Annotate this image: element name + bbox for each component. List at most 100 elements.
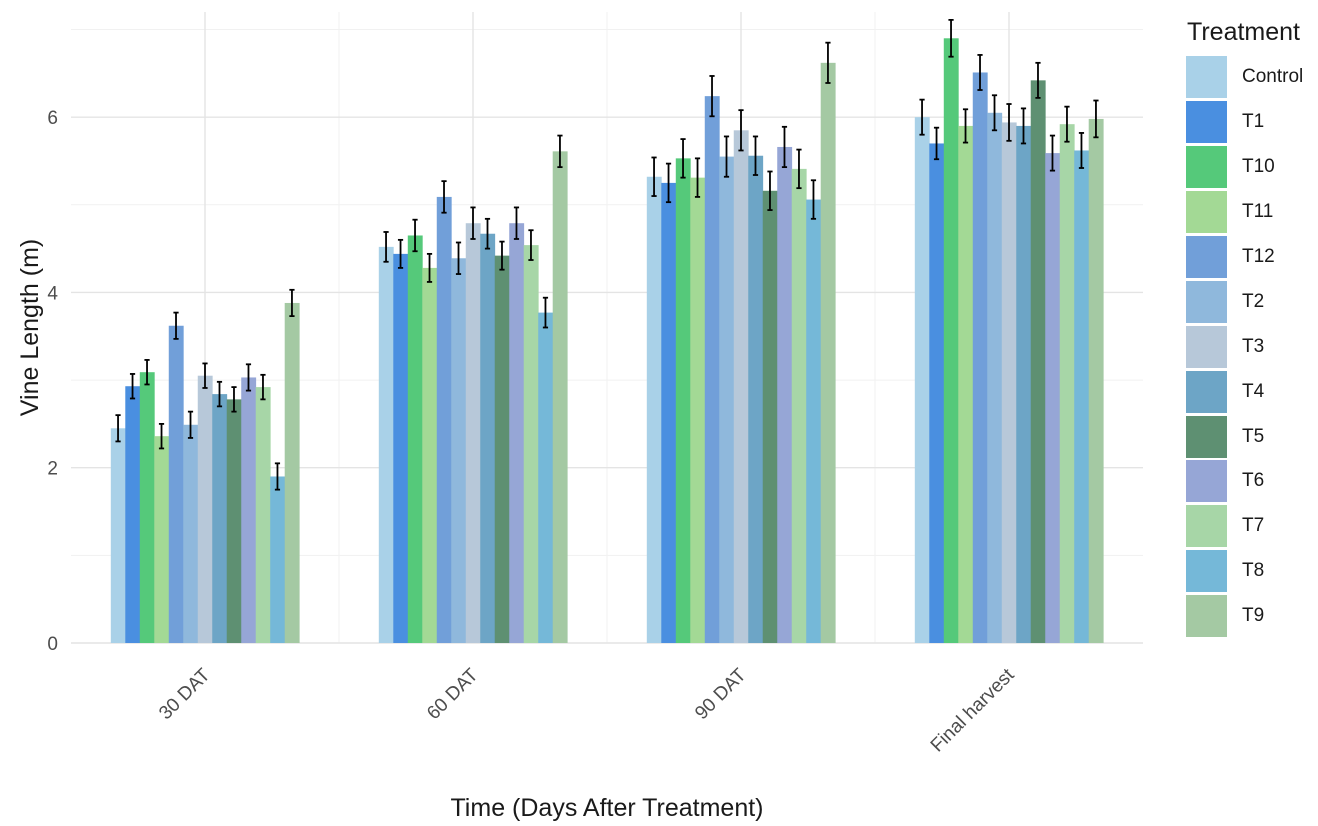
legend-label: T3 xyxy=(1242,335,1265,357)
bar xyxy=(762,190,778,644)
legend-item: T4 xyxy=(1186,369,1303,414)
legend-label: T4 xyxy=(1242,380,1265,402)
bar xyxy=(958,125,974,644)
bar xyxy=(168,325,184,643)
bar xyxy=(110,428,126,643)
bar xyxy=(1001,122,1017,644)
legend-label: T7 xyxy=(1242,515,1265,537)
legend-item: T7 xyxy=(1186,504,1303,549)
legend-key xyxy=(1186,595,1227,638)
legend-item: T8 xyxy=(1186,549,1303,594)
legend-item: T12 xyxy=(1186,235,1303,280)
bar xyxy=(378,246,394,643)
legend: Treatment Control T1 T10 T11 T12 T2 T3 T4 T5 T6 T7… xyxy=(1186,18,1303,639)
x-tick-label: 90 DAT xyxy=(691,664,751,724)
bar xyxy=(972,72,988,644)
bar xyxy=(661,182,677,644)
legend-key xyxy=(1186,191,1227,234)
bar xyxy=(226,399,242,643)
legend-label: T12 xyxy=(1242,246,1275,267)
legend-key xyxy=(1186,101,1227,144)
bar xyxy=(255,387,271,643)
legend-key xyxy=(1186,146,1227,189)
bar xyxy=(125,386,141,643)
legend-label: T9 xyxy=(1242,605,1265,627)
legend-key xyxy=(1186,370,1227,413)
y-axis-title: Vine Length (m) xyxy=(16,239,44,416)
bar xyxy=(465,223,481,643)
legend-item: T6 xyxy=(1186,459,1303,504)
bar xyxy=(393,253,409,643)
bar xyxy=(241,377,257,643)
legend-label: T5 xyxy=(1242,425,1265,447)
bar xyxy=(690,177,706,643)
bar xyxy=(552,151,568,644)
legend-items: Control T1 T10 T11 T12 T2 T3 T4 T5 T6 T7 T8 T9 xyxy=(1186,55,1303,639)
bar xyxy=(284,302,300,643)
bar xyxy=(270,476,286,643)
legend-item: Control xyxy=(1186,55,1303,100)
legend-key xyxy=(1186,550,1227,593)
bar xyxy=(1074,150,1090,643)
bar xyxy=(494,255,510,643)
bar xyxy=(212,394,228,643)
legend-key xyxy=(1186,325,1227,368)
bar xyxy=(719,156,735,643)
bar xyxy=(929,143,945,644)
bar xyxy=(1030,80,1046,643)
legend-key xyxy=(1186,236,1227,278)
x-tick-label: 60 DAT xyxy=(423,664,483,724)
bar xyxy=(1016,125,1032,644)
bar xyxy=(451,258,467,643)
legend-item: T5 xyxy=(1186,414,1303,459)
legend-label: T1 xyxy=(1242,111,1265,133)
bar xyxy=(646,176,662,643)
legend-item: T9 xyxy=(1186,594,1303,639)
y-tick-label: 4 xyxy=(47,283,58,304)
legend-label: T8 xyxy=(1242,560,1265,582)
legend-key xyxy=(1186,505,1227,548)
bar xyxy=(914,117,930,643)
x-tick-label: Final harvest xyxy=(927,664,1019,756)
bar xyxy=(523,245,539,643)
bar xyxy=(748,155,764,643)
legend-key xyxy=(1186,415,1227,458)
bar xyxy=(733,130,749,643)
bar xyxy=(1088,118,1104,644)
bar xyxy=(806,199,822,643)
bar xyxy=(422,267,438,643)
y-tick-label: 2 xyxy=(47,459,58,480)
x-axis-title: Time (Days After Treatment) xyxy=(450,794,763,822)
legend-key xyxy=(1186,56,1227,99)
y-tick-label: 0 xyxy=(47,634,58,655)
legend-item: T10 xyxy=(1186,145,1303,190)
bar xyxy=(139,372,155,643)
bar xyxy=(777,146,793,644)
bar xyxy=(675,158,691,644)
legend-item: T1 xyxy=(1186,100,1303,145)
bar xyxy=(791,168,807,644)
legend-label: T6 xyxy=(1242,470,1265,492)
bar xyxy=(987,112,1003,643)
bar xyxy=(820,62,836,643)
bar xyxy=(1059,124,1075,643)
legend-item: T3 xyxy=(1186,324,1303,369)
legend-key xyxy=(1186,280,1227,323)
bar xyxy=(943,38,959,643)
legend-label: T11 xyxy=(1242,201,1274,223)
bar xyxy=(154,436,170,643)
bar xyxy=(1045,153,1061,643)
legend-label: Control xyxy=(1242,66,1304,88)
legend-item: T2 xyxy=(1186,279,1303,324)
legend-key xyxy=(1186,460,1227,503)
legend-label: T2 xyxy=(1242,290,1265,312)
bar xyxy=(436,196,452,643)
legend-title: Treatment xyxy=(1187,18,1301,46)
bar xyxy=(704,96,720,644)
bar xyxy=(538,312,554,643)
y-tick-label: 6 xyxy=(47,108,58,129)
legend-item: T11 xyxy=(1186,190,1303,235)
legend-label: T10 xyxy=(1242,156,1275,178)
bar xyxy=(197,375,213,643)
